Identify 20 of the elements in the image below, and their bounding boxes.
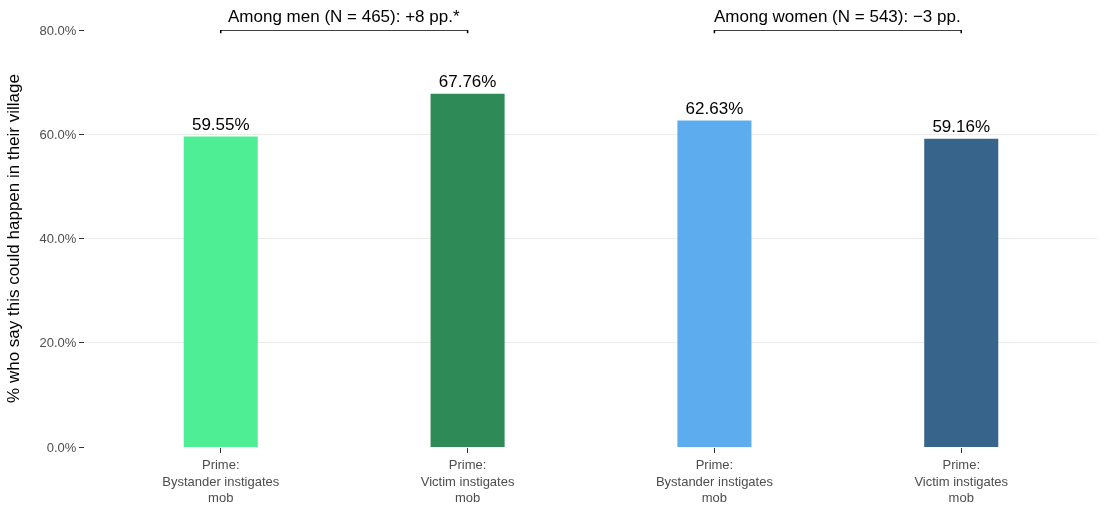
text: Among men (N = 465): +8 pp.* bbox=[228, 7, 460, 26]
data-label: 67.76% bbox=[438, 71, 497, 91]
y-axis-title: % who say this could happen in their village bbox=[4, 74, 24, 403]
x-tick-label: Prime: Bystander instigates mob bbox=[655, 456, 774, 506]
y-tick-label: 80.0% bbox=[39, 22, 77, 38]
y-tick-label: 60.0% bbox=[39, 126, 77, 142]
bar bbox=[430, 93, 505, 447]
x-tick-label: Prime: Bystander instigates mob bbox=[162, 456, 280, 506]
data-label: 59.16% bbox=[932, 116, 991, 136]
y-tick-label: 40.0% bbox=[39, 231, 77, 247]
y-tick-label: 20.0% bbox=[39, 335, 77, 351]
bar bbox=[924, 138, 999, 447]
data-label: 62.63% bbox=[685, 98, 744, 118]
text: Among women (N = 543): −3 pp. bbox=[714, 7, 961, 26]
x-tick-label: Prime: Victim instigates mob bbox=[914, 456, 1009, 506]
y-tick-label: 0.0% bbox=[46, 439, 77, 455]
data-label: 59.55% bbox=[191, 114, 250, 134]
x-tick-label: Prime: Victim instigates mob bbox=[420, 456, 515, 506]
bar bbox=[677, 120, 752, 447]
bar bbox=[183, 136, 258, 447]
